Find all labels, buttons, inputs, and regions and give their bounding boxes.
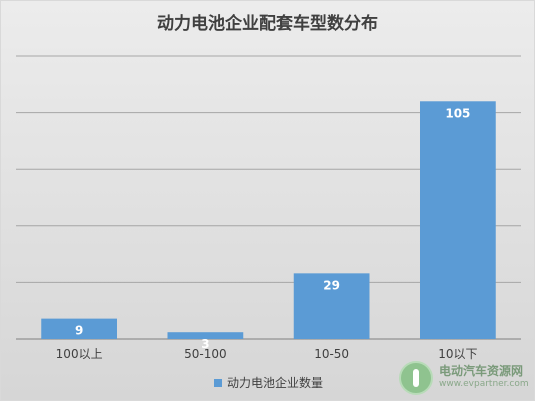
watermark: 电动汽车资源网 www.evpartner.com: [399, 361, 529, 395]
bar-3: [420, 101, 496, 339]
data-label-0: 9: [75, 324, 83, 338]
data-label-3: 105: [445, 106, 470, 120]
bar-2: [293, 273, 370, 339]
legend-swatch: [214, 378, 222, 387]
watermark-name: 电动汽车资源网: [439, 364, 524, 378]
legend-label: 动力电池企业数量: [227, 376, 324, 390]
data-labels: 9 3 29 105: [75, 106, 470, 351]
x-tick-labels: 100以上 50-100 10-50 10以下: [56, 347, 478, 361]
bar-0: [41, 318, 117, 339]
x-tick-label-0: 100以上: [56, 347, 103, 361]
chart-title: 动力电池企业配套车型数分布: [157, 14, 378, 34]
x-tick-label-2: 10-50: [314, 347, 349, 361]
leaf-plug-icon: [399, 361, 433, 395]
bars: [41, 101, 496, 339]
data-label-2: 29: [323, 278, 340, 292]
bar-1: [167, 332, 244, 339]
data-label-1: 3: [201, 337, 209, 351]
x-tick-label-1: 50-100: [184, 347, 227, 361]
x-tick-label-3: 10以下: [438, 347, 477, 361]
watermark-url: www.evpartner.com: [439, 379, 529, 389]
legend: 动力电池企业数量: [214, 374, 323, 391]
